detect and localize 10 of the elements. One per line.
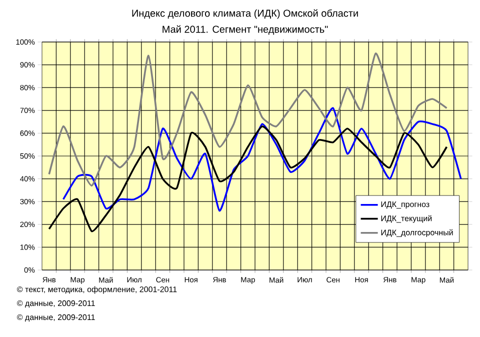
line-series bbox=[62, 107, 462, 212]
line-series bbox=[48, 52, 448, 187]
legend-label: ИДК_долгосрочный bbox=[381, 229, 453, 237]
legend-label: ИДК_прогноз bbox=[381, 202, 430, 209]
text: © данные, 2009-2011 bbox=[16, 300, 95, 308]
text: © данные, 2009-2011 bbox=[16, 314, 95, 322]
chart-subtitle: Май 2011. Сегмент "недвижимость" bbox=[162, 25, 328, 35]
chart-title: Индекс делового климата (ИДК) Омской области bbox=[132, 9, 358, 19]
text: © текст, методика, оформление, 2001-2011 bbox=[16, 286, 177, 294]
legend-label: ИДК_текущий bbox=[381, 215, 432, 223]
